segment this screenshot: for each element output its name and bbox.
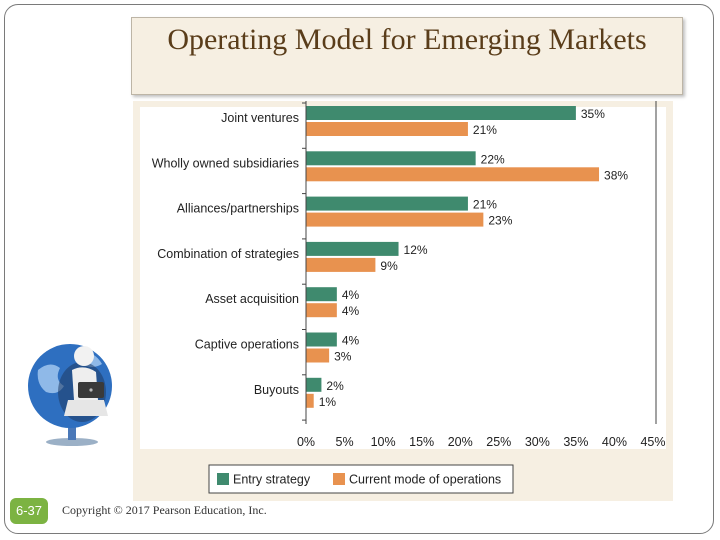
current-mode-bar <box>306 167 600 182</box>
x-tick-label: 45% <box>640 435 665 449</box>
entry-strategy-bar <box>306 106 576 120</box>
bar-chart: 35% 21% 22% 38% 21% 23% 12% 9% 4% 4% 4% 3% 2% 1% Join… <box>133 101 673 501</box>
category-label: Captive operations <box>195 338 299 352</box>
slide-title: Operating Model for Emerging Markets <box>167 23 647 56</box>
legend-label: Entry strategy <box>233 473 311 487</box>
data-label: 35% <box>581 107 605 121</box>
title-box: Operating Model for Emerging Markets <box>131 17 683 95</box>
person-with-laptop-on-globe-icon <box>24 330 120 448</box>
category-label: Wholly owned subsidiaries <box>152 156 299 170</box>
current-mode-bar <box>306 122 468 136</box>
copyright-text: Copyright © 2017 Pearson Education, Inc. <box>62 503 267 517</box>
entry-strategy-bar <box>306 241 399 256</box>
entry-strategy-bar <box>306 196 468 211</box>
legend-swatch <box>217 473 229 485</box>
chart-panel: 35% 21% 22% 38% 21% 23% 12% 9% 4% 4% 4% 3% 2% 1% Join… <box>133 101 673 501</box>
data-label: 4% <box>342 304 360 318</box>
data-label: 2% <box>326 379 344 393</box>
entry-strategy-bar <box>306 332 337 347</box>
data-label: 22% <box>481 152 505 166</box>
data-label: 4% <box>342 334 360 348</box>
category-label: Combination of strategies <box>157 247 299 261</box>
current-mode-bar <box>306 348 330 363</box>
data-label: 21% <box>473 123 497 137</box>
entry-strategy-bar <box>306 287 337 302</box>
current-mode-bar <box>306 393 314 408</box>
data-label: 38% <box>604 168 628 182</box>
data-label: 3% <box>334 350 352 364</box>
x-tick-label: 20% <box>448 435 473 449</box>
legend: Entry strategy Current mode of operations <box>208 464 514 494</box>
entry-strategy-bar <box>306 377 322 392</box>
data-label: 21% <box>473 198 497 212</box>
category-labels: Joint ventures Wholly owned subsidiaries A… <box>152 111 299 397</box>
data-label: 23% <box>488 214 512 228</box>
category-label: Joint ventures <box>221 111 299 125</box>
entry-strategy-bar <box>306 151 476 166</box>
x-tick-label: 30% <box>525 435 550 449</box>
legend-swatch <box>333 473 345 485</box>
x-tick-label: 35% <box>563 435 588 449</box>
page-number-badge: 6-37 <box>10 498 48 524</box>
current-mode-bar <box>306 303 337 318</box>
data-label: 1% <box>319 395 337 409</box>
bars-layer: 35% 21% 22% 38% 21% 23% 12% 9% 4% 4% 4% 3% 2% 1% <box>306 106 628 409</box>
x-tick-label: 5% <box>336 435 354 449</box>
data-label: 12% <box>404 243 428 257</box>
data-label: 9% <box>380 259 398 273</box>
category-label: Alliances/partnerships <box>177 202 299 216</box>
category-label: Buyouts <box>254 383 299 397</box>
legend-label: Current mode of operations <box>349 473 501 487</box>
data-label: 4% <box>342 288 360 302</box>
current-mode-bar <box>306 212 484 227</box>
category-label: Asset acquisition <box>205 292 299 306</box>
x-axis: 0% 5% 10% 15% 20% 25% 30% 35% 40% 45% <box>297 101 666 449</box>
x-tick-label: 40% <box>602 435 627 449</box>
current-mode-bar <box>306 257 376 272</box>
x-tick-label: 15% <box>409 435 434 449</box>
legend-box <box>208 464 514 494</box>
x-tick-label: 0% <box>297 435 315 449</box>
x-tick-label: 10% <box>371 435 396 449</box>
x-tick-label: 25% <box>486 435 511 449</box>
